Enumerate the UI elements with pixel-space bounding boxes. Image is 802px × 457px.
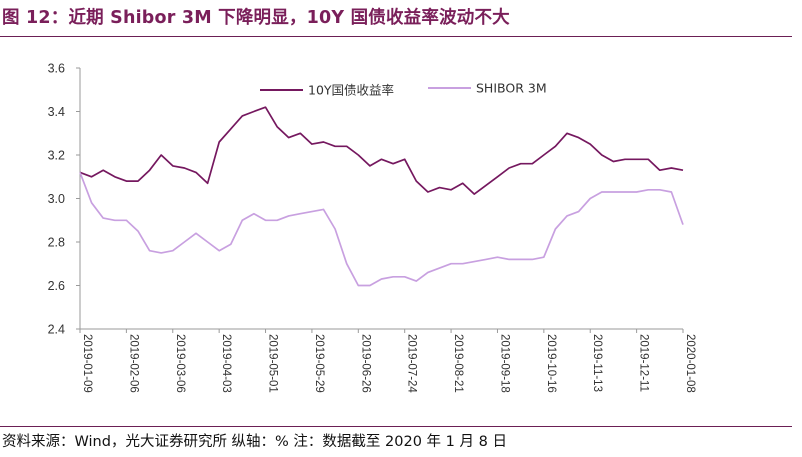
y-tick-label: 3.6 bbox=[48, 62, 65, 76]
x-tick-label: 2019-07-24 bbox=[406, 334, 418, 393]
x-tick-label: 2019-06-26 bbox=[359, 334, 371, 393]
y-tick-label: 2.8 bbox=[48, 236, 65, 250]
series-shibor-line bbox=[79, 172, 684, 287]
y-tick-label: 3.0 bbox=[48, 192, 65, 206]
x-tick-label: 2019-11-13 bbox=[591, 334, 603, 392]
x-tick-label: 2019-05-01 bbox=[267, 334, 279, 393]
chart-title: 图 12：近期 Shibor 3M 下降明显，10Y 国债收益率波动不大 bbox=[2, 8, 510, 28]
x-tick-label: 2019-09-18 bbox=[498, 334, 510, 393]
x-tick-label: 2019-05-29 bbox=[313, 334, 325, 393]
axes: 2.4 2.6 2.8 3.0 3.2 3.4 3.6 2019-01-09 2019-02-0… bbox=[48, 62, 696, 394]
legend: 10Y国债收益率 SHIBOR 3M bbox=[260, 81, 547, 98]
top-rule bbox=[0, 36, 792, 37]
bottom-rule bbox=[0, 426, 792, 427]
x-tick-label: 2020-01-08 bbox=[684, 334, 696, 393]
x-tick-label: 2019-08-21 bbox=[452, 334, 464, 393]
series-10y-line bbox=[79, 106, 684, 195]
y-tick-label: 2.6 bbox=[48, 279, 65, 293]
source-note: 资料来源：Wind，光大证券研究所 纵轴：% 注：数据截至 2020 年 1 月… bbox=[2, 434, 507, 450]
x-tick-label: 2019-01-09 bbox=[81, 334, 93, 393]
x-tick-label: 2019-10-16 bbox=[545, 334, 557, 393]
x-tick-label: 2019-04-03 bbox=[220, 334, 232, 393]
y-tick-label: 3.2 bbox=[48, 149, 65, 163]
legend-label: SHIBOR 3M bbox=[476, 81, 547, 96]
x-tick-label: 2019-02-06 bbox=[127, 334, 139, 393]
y-tick-label: 3.4 bbox=[48, 105, 65, 119]
line-chart: 2.4 2.6 2.8 3.0 3.2 3.4 3.6 2019-01-09 2019-02-0… bbox=[48, 62, 696, 394]
x-tick-label: 2019-03-06 bbox=[174, 334, 186, 393]
series-layer bbox=[79, 106, 684, 287]
x-tick-label: 2019-12-11 bbox=[638, 334, 650, 392]
y-tick-label: 2.4 bbox=[48, 323, 65, 337]
legend-label: 10Y国债收益率 bbox=[308, 83, 394, 98]
